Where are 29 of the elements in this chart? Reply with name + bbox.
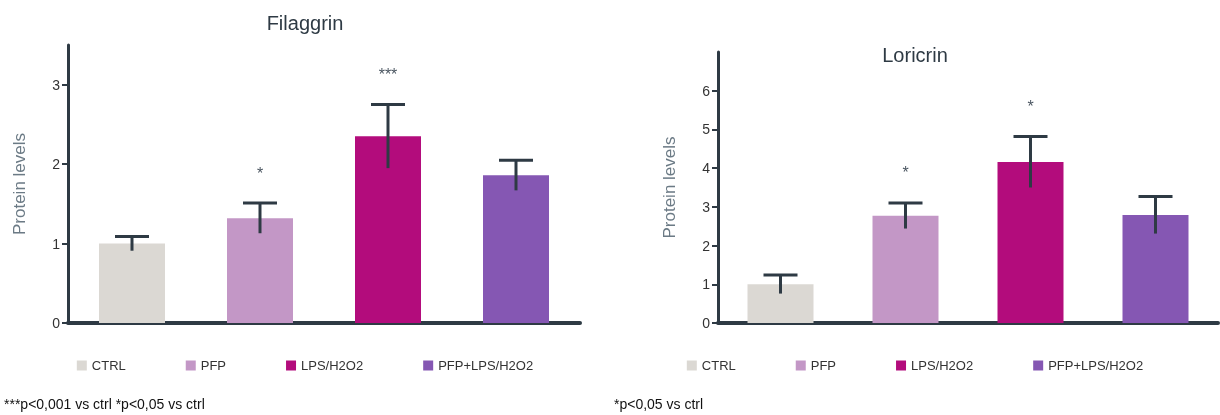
y-axis-title: Protein levels	[10, 132, 29, 236]
y-tick-label: 3	[702, 198, 711, 215]
y-tick-label: 1	[702, 276, 711, 293]
annotation: ***	[378, 66, 398, 84]
legend-label: LPS/H2O2	[301, 358, 364, 373]
y-tick-label: 1	[52, 235, 61, 252]
legend-label: PFP+LPS/H2O2	[1048, 358, 1144, 373]
chart-title: Loricrin	[882, 44, 948, 66]
chart-title: Filaggrin	[266, 12, 344, 34]
annotation: *	[1027, 97, 1034, 115]
legend-label: PFP+LPS/H2O2	[438, 358, 534, 373]
y-tick-label: 2	[702, 237, 711, 254]
text: *p<0,05 vs ctrl	[614, 396, 704, 412]
y-tick-label: 6	[702, 82, 711, 99]
y-axis-title: Protein levels	[660, 136, 679, 239]
y-tick-label: 2	[52, 156, 61, 173]
legend-label: CTRL	[91, 358, 126, 373]
y-tick-label: 0	[702, 315, 711, 331]
legend-label: LPS/H2O2	[911, 358, 974, 373]
y-tick-label: 4	[702, 160, 711, 177]
y-tick-label: 0	[52, 315, 61, 331]
text: ***p<0,001 vs ctrl *p<0,05 vs ctrl	[4, 396, 205, 412]
y-tick-label: 3	[52, 76, 61, 93]
legend-label: PFP	[200, 358, 227, 373]
legend-label: PFP	[810, 358, 837, 373]
annotation: *	[902, 164, 909, 182]
y-tick-label: 5	[702, 121, 711, 138]
legend-label: CTRL	[701, 358, 736, 373]
annotation: *	[256, 164, 264, 182]
